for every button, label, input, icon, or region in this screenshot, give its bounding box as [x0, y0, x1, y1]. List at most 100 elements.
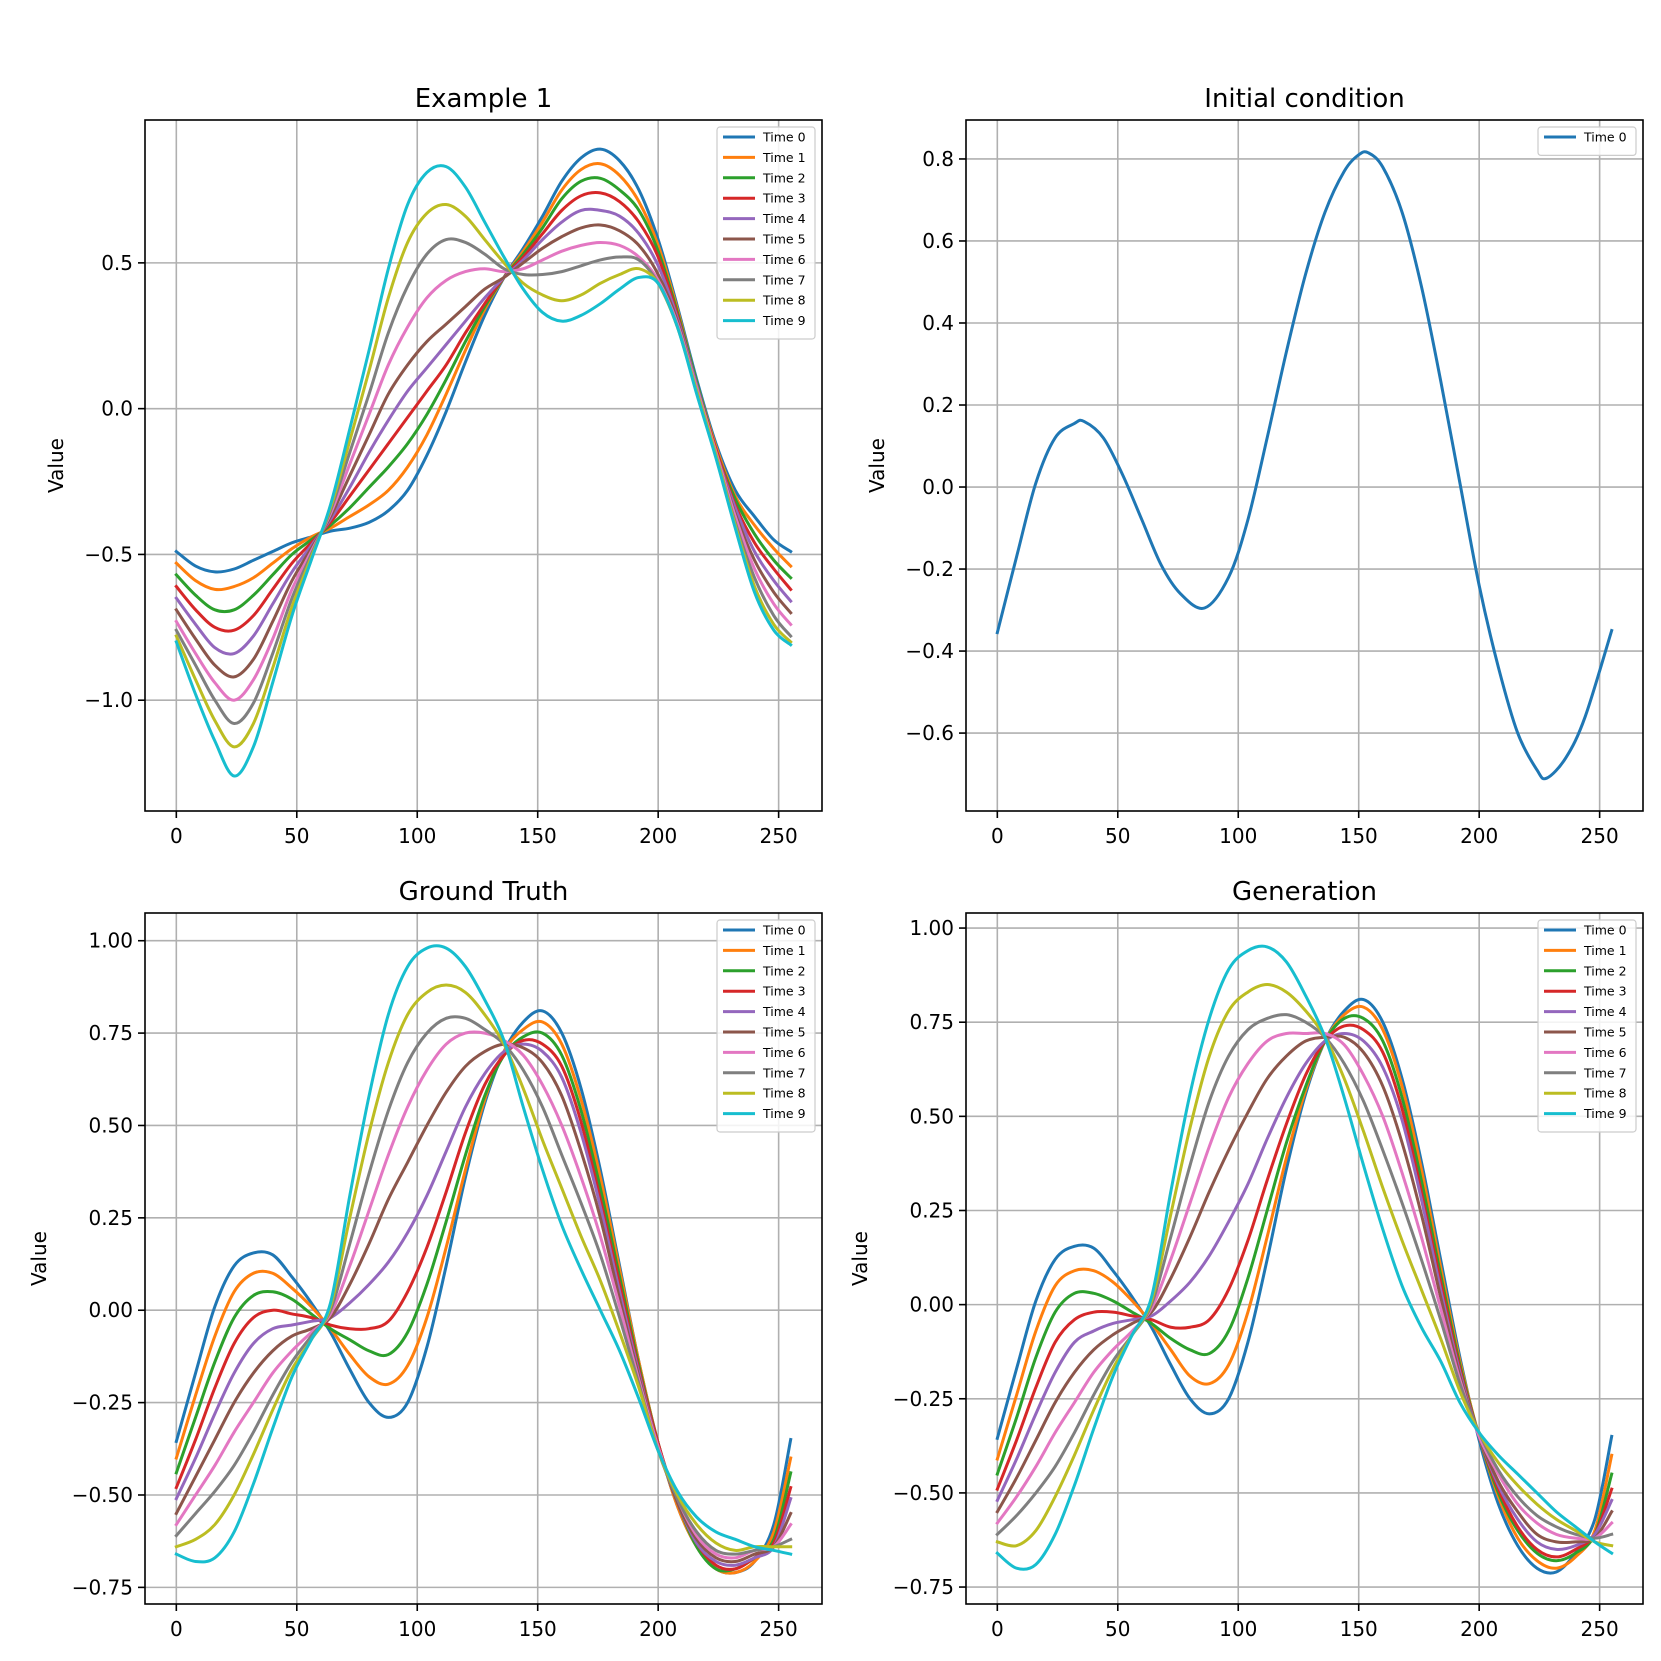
legend-label: Time 0	[762, 130, 806, 145]
legend-label: Time 2	[1583, 963, 1627, 978]
axes-frame	[144, 119, 823, 812]
legend-label: Time 3	[762, 191, 806, 206]
legend-label: Time 7	[762, 1065, 806, 1080]
y-tick-label: 0.50	[909, 1104, 954, 1128]
legend-label: Time 1	[762, 943, 806, 958]
x-tick-label: 250	[1581, 824, 1619, 848]
y-tick-label: 0.0	[922, 475, 954, 499]
axes-frame	[965, 912, 1644, 1605]
series-line-time-3	[174, 1038, 793, 1571]
y-axis-label: Value	[848, 1231, 872, 1286]
series-line-time-7	[174, 1015, 793, 1556]
x-tick-label: 150	[1340, 1617, 1378, 1641]
y-tick-label: 0.2	[922, 393, 954, 417]
series-lines	[174, 147, 793, 778]
x-tick-label: 50	[284, 824, 309, 848]
legend-label: Time 4	[762, 1004, 806, 1019]
legend-label: Time 6	[762, 252, 806, 267]
legend-label: Time 1	[1583, 943, 1627, 958]
legend-box	[1537, 126, 1637, 156]
legend-label: Time 0	[762, 923, 806, 938]
legend-label: Time 8	[762, 1086, 806, 1101]
x-tick-label: 200	[639, 824, 677, 848]
x-tick-label: 0	[170, 824, 183, 848]
legend-box	[716, 126, 816, 340]
x-tick-label: 0	[991, 1617, 1004, 1641]
series-lines	[174, 944, 793, 1575]
series-line-time-0	[174, 147, 793, 574]
y-tick-label: 1.00	[88, 929, 133, 953]
axes-frame	[144, 912, 823, 1605]
series-line-time-7	[995, 1013, 1614, 1540]
x-tick-label: 0	[170, 1617, 183, 1641]
legend: Time 0 Time 1 Time 2 Time 3 Time 4 Time 5 Time…	[1537, 919, 1637, 1133]
x-tick-label: 0	[991, 824, 1004, 848]
y-tick-label: −0.25	[893, 1387, 954, 1411]
y-tick-label: 1.00	[909, 916, 954, 940]
legend-label: Time 3	[1583, 984, 1627, 999]
y-tick-label: 0.6	[922, 229, 954, 253]
y-axis-label: Value	[27, 1231, 51, 1286]
legend-label: Time 2	[762, 963, 806, 978]
y-tick-label: −0.4	[905, 639, 954, 663]
legend-label: Time 8	[1583, 1086, 1627, 1101]
legend-label: Time 7	[1583, 1065, 1627, 1080]
series-line-time-3	[995, 1023, 1614, 1559]
legend-label: Time 6	[1583, 1045, 1627, 1060]
y-tick-label: 0.5	[101, 251, 133, 275]
series-line-time-4	[174, 1042, 793, 1567]
chart-panel-1: 0 50 100 150 200 250 −1.0 −0.5 0.0 0.5 Example 1 Va…	[44, 84, 823, 848]
legend-label: Time 1	[762, 150, 806, 165]
legend-label: Time 8	[762, 293, 806, 308]
x-tick-label: 250	[760, 824, 798, 848]
y-axis-label: Value	[865, 438, 889, 493]
y-tick-label: 0.75	[909, 1010, 954, 1034]
x-tick-label: 100	[1219, 824, 1257, 848]
y-tick-label: −0.5	[84, 542, 133, 566]
legend-label: Time 0	[1583, 923, 1627, 938]
series-line-time-4	[174, 207, 793, 656]
y-tick-label: −0.50	[72, 1483, 133, 1507]
y-tick-label: −0.6	[905, 721, 954, 745]
series-line-time-0	[995, 150, 1614, 781]
y-tick-label: −0.25	[72, 1391, 133, 1415]
y-tick-label: −0.75	[72, 1575, 133, 1599]
y-tick-label: −0.75	[893, 1575, 954, 1599]
series-line-time-4	[995, 1032, 1614, 1552]
series-lines	[995, 150, 1614, 781]
chart-title: Ground Truth	[399, 877, 569, 907]
legend-label: Time 9	[1583, 1106, 1627, 1121]
series-line-time-9	[174, 164, 793, 778]
series-line-time-2	[995, 1014, 1614, 1563]
series-line-time-1	[174, 1019, 793, 1575]
series-line-time-9	[995, 944, 1614, 1571]
legend-label: Time 2	[762, 170, 806, 185]
y-tick-label: 0.0	[101, 397, 133, 421]
legend-label: Time 0	[1583, 130, 1627, 145]
y-tick-label: 0.00	[88, 1298, 133, 1322]
legend-label: Time 4	[762, 211, 806, 226]
y-tick-label: −0.50	[893, 1481, 954, 1505]
legend-label: Time 3	[762, 984, 806, 999]
x-tick-label: 100	[398, 1617, 436, 1641]
axes-frame	[965, 119, 1644, 812]
x-tick-label: 250	[760, 1617, 798, 1641]
series-line-time-8	[995, 983, 1614, 1548]
chart-panel-2: 0 50 100 150 200 250 −0.6 −0.4 −0.2 0.0 0.2 0.4 0.6 0…	[865, 84, 1644, 848]
legend-label: Time 4	[1583, 1004, 1627, 1019]
series-line-time-9	[174, 944, 793, 1564]
legend-label: Time 5	[762, 232, 806, 247]
chart-title: Example 1	[415, 84, 553, 114]
legend-label: Time 5	[1583, 1025, 1627, 1040]
y-tick-label: 0.25	[909, 1198, 954, 1222]
chart-panel-3: 0 50 100 150 200 250 −0.75 −0.50 −0.25 0.00 0.25 0.…	[27, 877, 823, 1641]
series-line-time-1	[174, 162, 793, 592]
series-line-time-5	[995, 1034, 1614, 1545]
chart-panel-4: 0 50 100 150 200 250 −0.75 −0.50 −0.25 0.00 0.25 0.…	[848, 877, 1644, 1641]
x-tick-label: 200	[1460, 1617, 1498, 1641]
y-tick-label: 0.4	[922, 311, 954, 335]
series-line-time-5	[174, 1042, 793, 1564]
y-tick-label: 0.50	[88, 1113, 133, 1137]
legend: Time 0	[1537, 126, 1637, 156]
x-tick-label: 50	[1105, 1617, 1130, 1641]
